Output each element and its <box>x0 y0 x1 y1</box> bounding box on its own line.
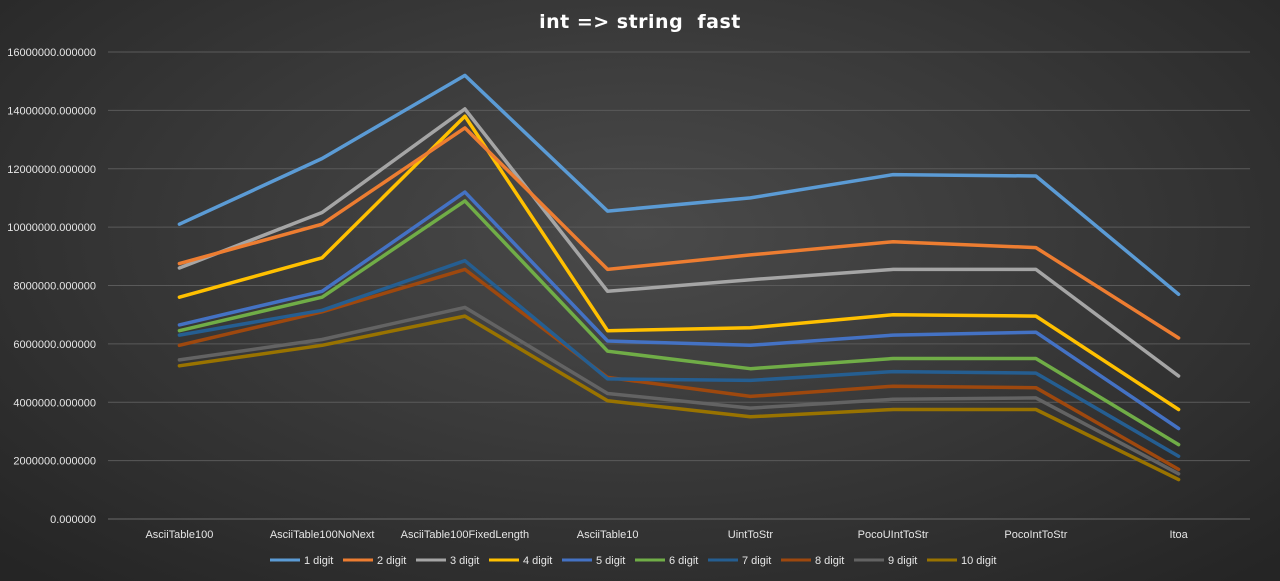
x-tick-label: AsciiTable100NoNext <box>270 529 375 541</box>
x-tick-label: PocoUIntToStr <box>858 529 929 541</box>
legend: 1 digit 2 digit 3 digit 4 digit 5 digit 6 dig… <box>270 555 996 567</box>
series-line <box>177 73 1181 297</box>
legend-label: 1 digit <box>304 555 333 567</box>
series-lines <box>177 73 1181 482</box>
x-tick-label: AsciiTable100FixedLength <box>401 529 529 541</box>
series-line <box>177 190 1181 431</box>
series-line <box>177 305 1181 476</box>
y-tick-label: 16000000.000000 <box>7 47 96 59</box>
y-tick-label: 6000000.000000 <box>13 339 96 351</box>
series-line <box>177 107 1181 378</box>
x-tick-label: PocoIntToStr <box>1004 529 1067 541</box>
y-tick-label: 8000000.000000 <box>13 281 96 293</box>
y-tick-label: 14000000.000000 <box>7 105 96 117</box>
x-tick-label: AsciiTable100 <box>145 529 213 541</box>
legend-label: 4 digit <box>523 555 552 567</box>
y-tick-label: 0.000000 <box>50 514 96 526</box>
legend-label: 2 digit <box>377 555 406 567</box>
series-line <box>177 258 1181 458</box>
y-tick-label: 10000000.000000 <box>7 222 96 234</box>
legend-label: 10 digit <box>961 555 996 567</box>
legend-label: 3 digit <box>450 555 479 567</box>
x-tick-label: Itoa <box>1169 529 1188 541</box>
y-tick-label: 4000000.000000 <box>13 397 96 409</box>
legend-label: 9 digit <box>888 555 917 567</box>
y-tick-label: 2000000.000000 <box>13 456 96 468</box>
legend-label: 5 digit <box>596 555 625 567</box>
legend-label: 7 digit <box>742 555 771 567</box>
series-line <box>177 126 1181 340</box>
legend-label: 8 digit <box>815 555 844 567</box>
x-tick-label: AsciiTable10 <box>577 529 639 541</box>
y-tick-label: 12000000.000000 <box>7 164 96 176</box>
x-tick-label: UintToStr <box>728 529 774 541</box>
chart-title: int => string fast <box>539 11 741 33</box>
series-line <box>177 314 1181 482</box>
series-line <box>177 199 1181 447</box>
series-line <box>177 114 1181 412</box>
series-line <box>177 267 1181 472</box>
legend-label: 6 digit <box>669 555 698 567</box>
